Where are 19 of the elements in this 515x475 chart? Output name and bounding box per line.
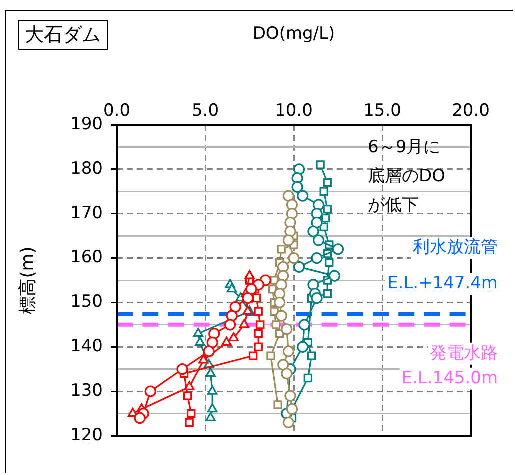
y-tick-label: 130 [70, 380, 103, 401]
chart-title: 大石ダム [18, 20, 108, 50]
y-tick-label: 170 [70, 203, 103, 224]
x-axis-title: DO(mg/L) [252, 24, 336, 44]
y-tick-label: 150 [70, 292, 103, 312]
x-tick-label: 10.0 [275, 101, 313, 122]
ref-line-label: 発電水路 E.L.145.0m [402, 343, 498, 388]
y-tick-label: 180 [70, 158, 103, 179]
y-tick-label: 140 [70, 336, 103, 357]
x-tick-label: 0.0 [103, 101, 131, 122]
ref-line-label: 利水放流管 E.L.+147.4m [388, 238, 498, 294]
y-tick-label: 190 [70, 114, 103, 134]
annotation: 6～9月に底層のDOが低下 [368, 137, 446, 216]
x-tick-label: 20.0 [452, 101, 490, 122]
x-tick-label: 5.0 [192, 101, 220, 122]
x-tick-label: 15.0 [364, 101, 402, 122]
y-axis-title: 標高(m) [17, 246, 38, 314]
y-tick-label: 120 [70, 425, 103, 446]
y-tick-label: 160 [70, 248, 103, 268]
